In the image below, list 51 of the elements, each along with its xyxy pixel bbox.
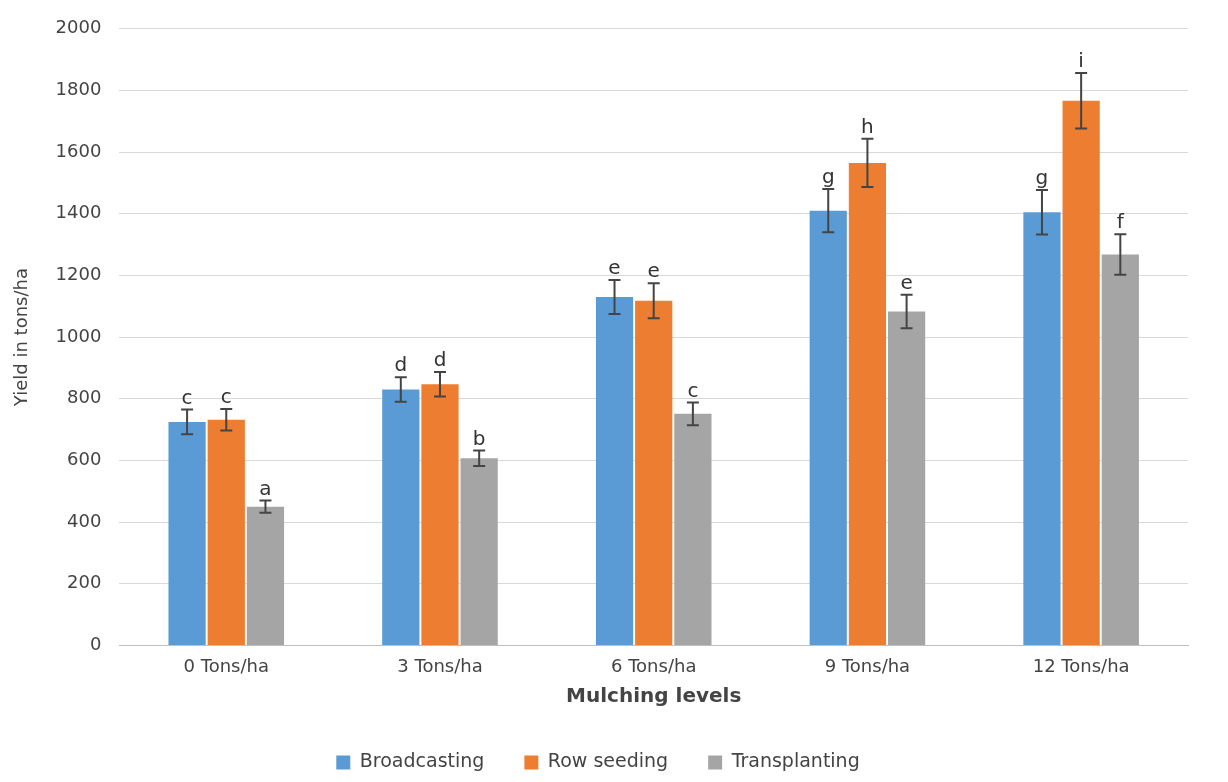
x-tick-label: 3 Tons/ha — [397, 654, 483, 676]
x-tick-label: 6 Tons/ha — [610, 654, 697, 676]
y-tick-label: 1600 — [55, 139, 102, 161]
y-tick-label: 1200 — [55, 263, 102, 285]
data-label: e — [647, 258, 660, 283]
bar — [460, 458, 498, 645]
data-label: c — [687, 377, 699, 402]
data-label: g — [1035, 165, 1049, 190]
bar — [1101, 254, 1139, 645]
data-label: c — [220, 384, 232, 409]
data-label: e — [608, 255, 621, 280]
data-label: d — [394, 352, 408, 377]
bar — [382, 389, 420, 645]
x-tick-label: 0 Tons/ha — [183, 654, 269, 676]
data-label: h — [861, 114, 874, 139]
data-label: f — [1116, 209, 1125, 234]
y-axis-title: Yield in tons/ha — [10, 268, 32, 408]
bar — [207, 419, 245, 645]
bar — [1062, 100, 1100, 645]
y-tick-label: 0 — [89, 633, 102, 655]
bar — [421, 384, 459, 645]
bar — [809, 210, 847, 645]
x-axis-title: Mulching levels — [566, 683, 742, 708]
legend-label: Row seeding — [547, 749, 669, 772]
data-label: g — [821, 164, 835, 189]
y-tick-label: 200 — [67, 571, 102, 593]
y-tick-label: 800 — [67, 386, 102, 408]
y-tick-label: 400 — [67, 509, 102, 531]
x-tick-label: 12 Tons/ha — [1032, 654, 1130, 676]
legend-label: Broadcasting — [359, 749, 485, 772]
bar — [635, 300, 673, 645]
y-tick-label: 1000 — [55, 324, 102, 346]
data-label: a — [259, 475, 272, 500]
bar — [246, 506, 285, 645]
bar — [887, 311, 926, 645]
data-label: c — [181, 384, 193, 409]
legend-label: Transplanting — [730, 749, 860, 772]
bar — [595, 297, 634, 645]
x-tick-label: 9 Tons/ha — [824, 654, 911, 676]
data-label: i — [1078, 48, 1084, 73]
bar — [674, 413, 712, 645]
bar — [168, 421, 206, 645]
data-label: b — [472, 425, 486, 450]
y-tick-label: 2000 — [55, 16, 102, 38]
data-label: d — [433, 347, 447, 372]
bar — [1023, 212, 1061, 645]
data-label: e — [900, 270, 913, 295]
bar — [848, 162, 887, 645]
y-tick-label: 1800 — [55, 78, 102, 100]
y-tick-label: 600 — [67, 448, 102, 470]
y-tick-label: 1400 — [55, 201, 102, 223]
